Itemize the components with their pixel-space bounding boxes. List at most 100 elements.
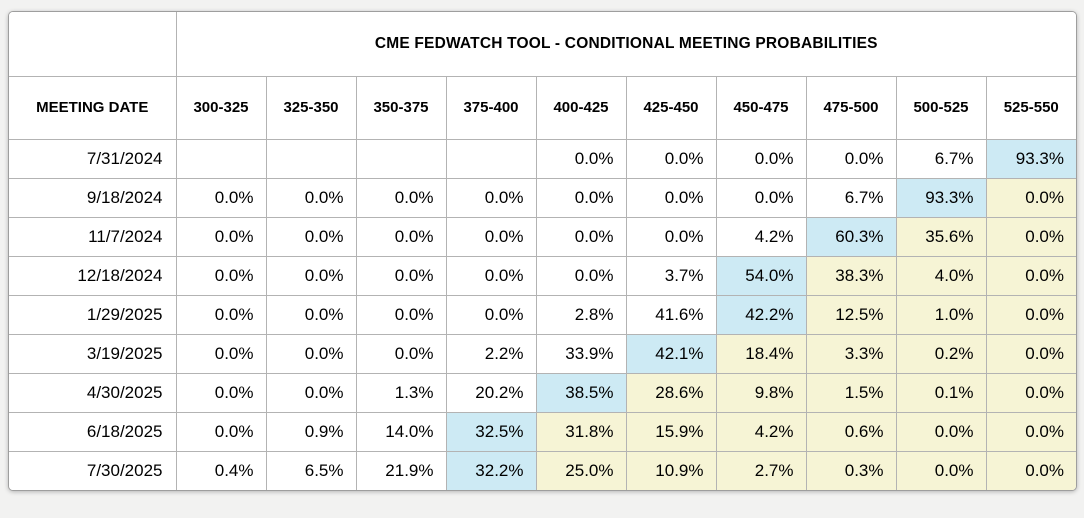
probability-cell: 0.4% (175, 450, 267, 490)
meeting-row: 11/7/2024 0.0% 0.0% 0.0% 0.0% 0.0% 0.0% 4.2% 60.… (9, 216, 1076, 257)
probability-cell: 3.7% (625, 255, 717, 296)
probability-cell: 0.0% (175, 333, 267, 374)
probability-cell: 0.0% (445, 177, 537, 218)
meeting-row: 12/18/2024 0.0% 0.0% 0.0% 0.0% 0.0% 3.7% 54.0% 3… (9, 255, 1076, 296)
probability-table-body: 7/31/2024 0.0% 0.0% 0.0% 0.0% 6.7% 93.3% 9/18/2… (9, 138, 1076, 490)
probability-cell: 6.7% (805, 177, 897, 218)
probability-cell: 0.0% (265, 177, 357, 218)
probability-cell: 0.0% (895, 411, 987, 452)
meeting-date-cell: 3/19/2025 (9, 333, 177, 374)
probability-cell-max: 32.2% (445, 450, 537, 490)
probability-cell: 18.4% (715, 333, 807, 374)
probability-cell: 0.6% (805, 411, 897, 452)
meeting-date-cell: 9/18/2024 (9, 177, 177, 218)
probability-cell: 0.0% (355, 294, 447, 335)
probability-cell: 2.8% (535, 294, 627, 335)
probability-cell: 0.0% (985, 333, 1076, 374)
probability-cell: 0.0% (625, 138, 717, 179)
probability-cell: 0.0% (985, 450, 1076, 490)
probability-cell: 0.0% (715, 138, 807, 179)
probability-cell: 31.8% (535, 411, 627, 452)
rate-range-header: 325-350 (265, 75, 357, 140)
corner-cell (9, 12, 177, 77)
probability-cell: 2.2% (445, 333, 537, 374)
probability-cell: 0.3% (805, 450, 897, 490)
probability-cell: 0.0% (445, 294, 537, 335)
rate-range-header: 450-475 (715, 75, 807, 140)
meeting-row: 3/19/2025 0.0% 0.0% 0.0% 2.2% 33.9% 42.1% 18.4%… (9, 333, 1076, 374)
probability-cell: 9.8% (715, 372, 807, 413)
probability-cell (265, 138, 357, 179)
meeting-date-cell: 7/31/2024 (9, 138, 177, 179)
probability-cell: 0.0% (445, 216, 537, 257)
meeting-row: 7/30/2025 0.4% 6.5% 21.9% 32.2% 25.0% 10.9% 2.7… (9, 450, 1076, 490)
probability-cell-max: 93.3% (895, 177, 987, 218)
probability-cell-max: 93.3% (985, 138, 1076, 179)
probability-cell: 0.9% (265, 411, 357, 452)
probability-cell-max: 42.1% (625, 333, 717, 374)
probability-cell: 0.0% (985, 177, 1076, 218)
probability-cell: 1.3% (355, 372, 447, 413)
probability-cell: 21.9% (355, 450, 447, 490)
probability-cell: 20.2% (445, 372, 537, 413)
meeting-date-cell: 11/7/2024 (9, 216, 177, 257)
probability-cell: 0.0% (265, 294, 357, 335)
meeting-row: 1/29/2025 0.0% 0.0% 0.0% 0.0% 2.8% 41.6% 42.2% 1… (9, 294, 1076, 335)
probability-cell: 0.0% (445, 255, 537, 296)
probability-cell: 0.0% (625, 216, 717, 257)
meeting-row: 7/31/2024 0.0% 0.0% 0.0% 0.0% 6.7% 93.3% (9, 138, 1076, 179)
meeting-date-cell: 1/29/2025 (9, 294, 177, 335)
probability-cell: 25.0% (535, 450, 627, 490)
probability-cell: 0.0% (175, 255, 267, 296)
probability-cell: 0.0% (985, 411, 1076, 452)
rate-range-header: 500-525 (895, 75, 987, 140)
meeting-date-cell: 12/18/2024 (9, 255, 177, 296)
meeting-date-cell: 6/18/2025 (9, 411, 177, 452)
rate-range-header: 300-325 (175, 75, 267, 140)
probability-cell: 2.7% (715, 450, 807, 490)
probability-cell-max: 42.2% (715, 294, 807, 335)
probability-cell: 0.0% (985, 216, 1076, 257)
rate-headers-row: MEETING DATE 300-325 325-350 350-375 375-40… (9, 75, 1076, 140)
probability-cell: 0.0% (985, 372, 1076, 413)
probability-cell: 0.0% (355, 255, 447, 296)
probability-cell: 0.0% (805, 138, 897, 179)
fedwatch-table-card: CME FEDWATCH TOOL - CONDITIONAL MEETING … (8, 11, 1077, 491)
meeting-row: 9/18/2024 0.0% 0.0% 0.0% 0.0% 0.0% 0.0% 0.0% 6.7… (9, 177, 1076, 218)
probability-cell-max: 60.3% (805, 216, 897, 257)
probability-cell: 0.0% (535, 177, 627, 218)
probability-cell: 0.0% (175, 216, 267, 257)
probability-cell: 15.9% (625, 411, 717, 452)
probability-cell: 0.0% (895, 450, 987, 490)
probability-table: CME FEDWATCH TOOL - CONDITIONAL MEETING … (9, 12, 1076, 490)
probability-cell: 0.0% (985, 294, 1076, 335)
meeting-date-cell: 4/30/2025 (9, 372, 177, 413)
probability-cell: 38.3% (805, 255, 897, 296)
probability-cell: 28.6% (625, 372, 717, 413)
probability-cell: 6.5% (265, 450, 357, 490)
probability-cell: 0.2% (895, 333, 987, 374)
probability-cell: 0.0% (535, 255, 627, 296)
probability-cell (445, 138, 537, 179)
probability-cell: 0.0% (175, 372, 267, 413)
probability-cell: 14.0% (355, 411, 447, 452)
probability-cell: 41.6% (625, 294, 717, 335)
probability-cell: 0.0% (535, 138, 627, 179)
probability-cell: 33.9% (535, 333, 627, 374)
probability-cell: 0.0% (535, 216, 627, 257)
rate-range-header: 350-375 (355, 75, 447, 140)
table-title: CME FEDWATCH TOOL - CONDITIONAL MEETING … (175, 12, 1076, 77)
rate-range-header: 525-550 (985, 75, 1076, 140)
rate-range-header: 475-500 (805, 75, 897, 140)
probability-cell: 0.0% (355, 333, 447, 374)
probability-cell: 4.2% (715, 216, 807, 257)
probability-cell: 3.3% (805, 333, 897, 374)
probability-cell: 12.5% (805, 294, 897, 335)
probability-cell: 6.7% (895, 138, 987, 179)
probability-cell (355, 138, 447, 179)
probability-cell: 0.0% (175, 177, 267, 218)
probability-cell: 4.0% (895, 255, 987, 296)
probability-cell: 4.2% (715, 411, 807, 452)
probability-cell: 0.0% (355, 216, 447, 257)
probability-cell-max: 54.0% (715, 255, 807, 296)
